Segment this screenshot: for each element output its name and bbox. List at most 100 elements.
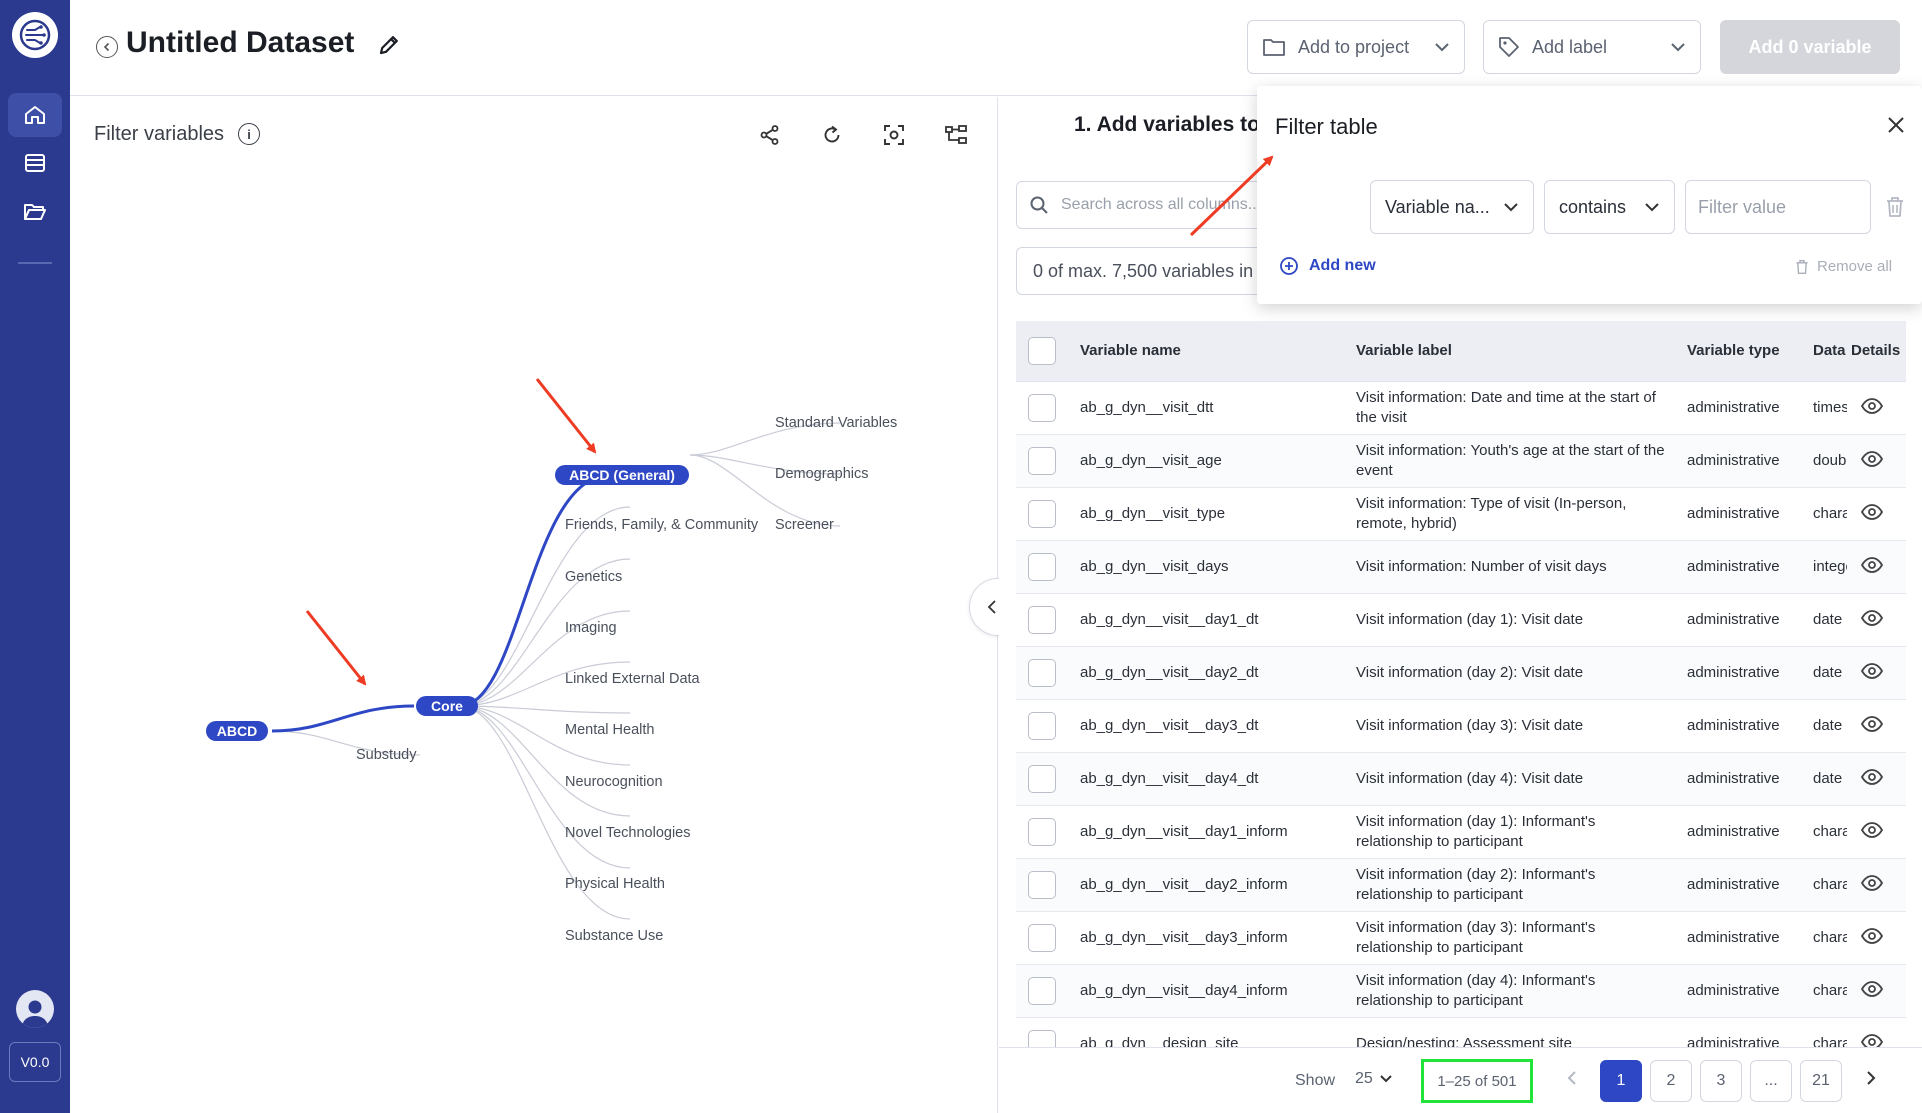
view-details-button[interactable] <box>1861 556 1883 573</box>
tree-node-substudy[interactable]: Substudy <box>356 747 417 763</box>
chevron-down-icon <box>1671 43 1685 52</box>
add-to-project-select[interactable]: Add to project <box>1247 20 1465 74</box>
tree-node-linked-external-data[interactable]: Linked External Data <box>565 671 700 687</box>
data-type: character <box>1811 1017 1847 1048</box>
filter-column-select[interactable]: Variable na... <box>1370 180 1534 234</box>
view-details-button[interactable] <box>1861 662 1883 679</box>
row-checkbox[interactable] <box>1028 870 1056 899</box>
home-nav-button[interactable] <box>8 93 62 137</box>
table-row[interactable]: ab_g_dyn__visit__day3_dt Visit informatio… <box>1016 699 1906 753</box>
table-row[interactable]: ab_g_dyn__visit__day4_inform Visit inform… <box>1016 964 1906 1018</box>
tree-node-core[interactable]: Core <box>416 696 478 716</box>
reset-button[interactable] <box>818 121 846 149</box>
row-checkbox[interactable] <box>1028 552 1056 581</box>
view-details-button[interactable] <box>1861 821 1883 838</box>
user-avatar-button[interactable] <box>16 990 54 1028</box>
search-icon <box>1030 196 1048 214</box>
table-row[interactable]: ab_g_dyn__visit__day2_inform Visit inform… <box>1016 858 1906 912</box>
page-button[interactable]: 2 <box>1650 1060 1692 1102</box>
table-row[interactable]: ab_g_dyn__visit_days Visit information: N… <box>1016 540 1906 594</box>
tree-layout-button[interactable] <box>942 121 970 149</box>
row-checkbox[interactable] <box>1028 446 1056 475</box>
row-checkbox[interactable] <box>1028 764 1056 793</box>
view-details-button[interactable] <box>1861 397 1883 414</box>
tree-node-standard-variables[interactable]: Standard Variables <box>775 415 898 431</box>
eye-icon <box>1861 662 1883 679</box>
page-button[interactable]: 21 <box>1800 1060 1842 1102</box>
column-header[interactable]: Data type <box>1811 321 1847 382</box>
table-row[interactable]: ab_g_dyn__visit__day4_dt Visit informatio… <box>1016 752 1906 806</box>
delete-filter-button[interactable] <box>1885 196 1907 218</box>
select-all-checkbox[interactable] <box>1028 336 1056 365</box>
tree-node-screener[interactable]: Screener <box>775 517 834 533</box>
table-row[interactable]: ab_g_dyn__visit__day2_dt Visit informatio… <box>1016 646 1906 700</box>
view-details-button[interactable] <box>1861 450 1883 467</box>
back-button[interactable] <box>96 36 118 58</box>
page-button[interactable]: 1 <box>1600 1060 1642 1102</box>
table-row[interactable]: ab_g_dyn__visit__day1_dt Visit informatio… <box>1016 593 1906 647</box>
info-icon[interactable]: i <box>238 123 260 145</box>
row-checkbox[interactable] <box>1028 711 1056 740</box>
view-details-button[interactable] <box>1861 874 1883 891</box>
brain-logo-icon[interactable] <box>12 12 58 58</box>
fit-view-button[interactable] <box>880 121 908 149</box>
view-details-button[interactable] <box>1861 768 1883 785</box>
tree-node-physical-health[interactable]: Physical Health <box>565 876 665 892</box>
tree-node-neurocognition[interactable]: Neurocognition <box>565 774 663 790</box>
view-details-button[interactable] <box>1861 503 1883 520</box>
view-details-button[interactable] <box>1861 1033 1883 1048</box>
add-filter-button[interactable]: Add new <box>1279 256 1376 276</box>
tree-node-genetics[interactable]: Genetics <box>565 569 623 585</box>
view-details-button[interactable] <box>1861 609 1883 626</box>
filter-variables-title: Filter variables <box>94 123 225 145</box>
variable-type: administrative <box>1679 540 1811 594</box>
datasets-nav-button[interactable] <box>8 141 62 185</box>
column-header[interactable]: Variable label <box>1348 321 1679 382</box>
column-header[interactable]: Variable name <box>1072 321 1348 382</box>
row-checkbox[interactable] <box>1028 817 1056 846</box>
share-button[interactable] <box>756 121 784 149</box>
tree-node-abcd-general[interactable]: ABCD (General) <box>555 465 689 485</box>
next-page-button[interactable] <box>1865 1070 1877 1091</box>
table-row[interactable]: ab_g_dyn__design_site Design/nesting: Ass… <box>1016 1017 1906 1048</box>
prev-page-button[interactable] <box>1566 1070 1578 1091</box>
tree-node-mental-health[interactable]: Mental Health <box>565 722 655 738</box>
column-header[interactable]: Variable type <box>1679 321 1811 382</box>
view-details-button[interactable] <box>1861 980 1883 997</box>
table-row[interactable]: ab_g_dyn__visit__day1_inform Visit inform… <box>1016 805 1906 859</box>
tree-node-novel-technologies[interactable]: Novel Technologies <box>565 825 691 841</box>
table-row[interactable]: ab_g_dyn__visit_age Visit information: Yo… <box>1016 434 1906 488</box>
add-variable-button[interactable]: Add 0 variable <box>1720 20 1900 74</box>
table-row[interactable]: ab_g_dyn__visit_type Visit information: T… <box>1016 487 1906 541</box>
data-type: double <box>1811 434 1847 488</box>
close-button[interactable] <box>1887 116 1907 136</box>
row-checkbox[interactable] <box>1028 923 1056 952</box>
row-checkbox[interactable] <box>1028 499 1056 528</box>
filter-operator-select[interactable]: contains <box>1544 180 1675 234</box>
tree-node-demographics[interactable]: Demographics <box>775 466 869 482</box>
row-checkbox[interactable] <box>1028 605 1056 634</box>
add-label-select[interactable]: Add label <box>1483 20 1701 74</box>
row-checkbox[interactable] <box>1028 976 1056 1005</box>
view-details-button[interactable] <box>1861 927 1883 944</box>
row-checkbox[interactable] <box>1028 658 1056 687</box>
page-size-select[interactable]: 25 <box>1355 1070 1393 1088</box>
tree-node-imaging[interactable]: Imaging <box>565 620 617 636</box>
view-details-button[interactable] <box>1861 715 1883 732</box>
table-row[interactable]: ab_g_dyn__visit__day3_inform Visit inform… <box>1016 911 1906 965</box>
page-button[interactable]: 3 <box>1700 1060 1742 1102</box>
tree-node-abcd[interactable]: ABCD <box>206 721 268 741</box>
edit-title-button[interactable] <box>376 32 404 60</box>
variable-name: ab_g_dyn__visit_age <box>1072 434 1348 488</box>
show-label: Show <box>1295 1072 1336 1089</box>
tree-node-substance-use[interactable]: Substance Use <box>565 928 664 944</box>
row-checkbox[interactable] <box>1028 393 1056 422</box>
row-checkbox[interactable] <box>1028 1029 1056 1048</box>
variable-label: Visit information: Youth's age at the st… <box>1348 434 1679 488</box>
tree-node-friends-family-community[interactable]: Friends, Family, & Community <box>565 517 759 533</box>
projects-nav-button[interactable] <box>8 189 62 233</box>
filter-value-input[interactable] <box>1685 180 1871 234</box>
table-row[interactable]: ab_g_dyn__visit_dtt Visit information: Da… <box>1016 381 1906 435</box>
remove-all-filters-button[interactable]: Remove all <box>1795 258 1892 275</box>
data-type: timestamp <box>1811 381 1847 435</box>
